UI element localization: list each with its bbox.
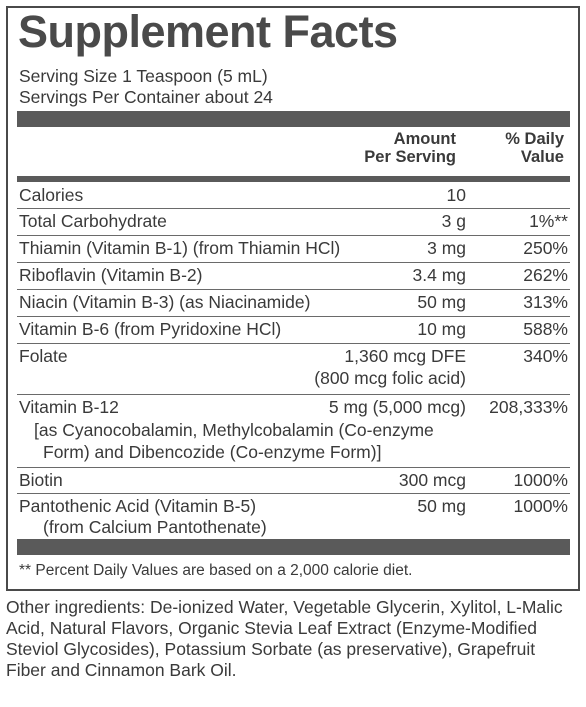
medium-divider [17, 176, 570, 182]
nutrient-name: Riboflavin (Vitamin B-2) [19, 265, 203, 285]
nutrient-amount: 5 mg (5,000 mcg) [328, 397, 466, 417]
table-row: Vitamin B-12 5 mg (5,000 mcg) 208,333% [… [17, 394, 570, 467]
nutrient-name: Thiamin (Vitamin B-1) (from Thiamin HCl) [19, 238, 341, 258]
table-row: Calories 10 [17, 182, 570, 208]
daily-value-footnote: ** Percent Daily Values are based on a 2… [19, 562, 413, 579]
nutrient-name-detail: (from Calcium Pantothenate) [43, 517, 267, 537]
nutrient-name: Pantothenic Acid (Vitamin B-5) [19, 496, 257, 516]
nutrient-amount: 50 mg [417, 496, 466, 516]
table-row: Folate 1,360 mcg DFE (800 mcg folic acid… [17, 343, 570, 394]
nutrient-source-line1: [as Cyanocobalamin, Methylcobalamin (Co-… [34, 420, 434, 440]
nutrient-dv: 262% [523, 265, 568, 285]
table-row: Riboflavin (Vitamin B-2) 3.4 mg 262% [17, 262, 570, 289]
panel-title: Supplement Facts [18, 6, 398, 57]
nutrient-dv: 1000% [513, 470, 569, 490]
nutrient-dv: 588% [523, 319, 568, 339]
thick-divider-top [17, 111, 570, 127]
nutrient-amount: 3.4 mg [412, 265, 467, 285]
thick-divider-bottom [17, 539, 570, 555]
nutrient-dv: 340% [523, 346, 568, 366]
nutrient-amount: 3 mg [427, 238, 466, 258]
nutrient-name: Total Carbohydrate [19, 211, 167, 231]
servings-per-container: Servings Per Container about 24 [19, 87, 273, 107]
amount-per-serving-header: Amount Per Serving [364, 130, 456, 166]
nutrient-amount: 300 mcg [398, 470, 466, 490]
table-row: Biotin 300 mcg 1000% [17, 467, 570, 493]
amount-header-line2: Per Serving [364, 148, 456, 166]
other-ingredients: Other ingredients: De-ionized Water, Veg… [6, 597, 563, 680]
nutrient-name: Folate [19, 346, 68, 366]
serving-size: Serving Size 1 Teaspoon (5 mL) [19, 66, 268, 86]
table-row: Niacin (Vitamin B-3) (as Niacinamide) 50… [17, 289, 570, 316]
dv-header-line1: % Daily [505, 130, 564, 148]
nutrient-dv: 250% [523, 238, 568, 258]
nutrient-name: Vitamin B-6 (from Pyridoxine HCl) [19, 319, 282, 339]
nutrient-dv: 1000% [513, 496, 569, 516]
dv-header-line2: Value [520, 148, 564, 166]
nutrient-amount-detail: (800 mcg folic acid) [314, 368, 466, 388]
table-row: Thiamin (Vitamin B-1) (from Thiamin HCl)… [17, 235, 570, 262]
nutrient-dv: 313% [523, 292, 568, 312]
supplement-facts-panel: Supplement Facts Serving Size 1 Teaspoon… [6, 6, 580, 591]
nutrient-amount: 1,360 mcg DFE [344, 346, 466, 366]
nutrient-amount: 50 mg [417, 292, 466, 312]
nutrient-amount: 10 mg [417, 319, 466, 339]
daily-value-header: % Daily Value [505, 130, 564, 166]
nutrient-name: Calories [19, 185, 84, 205]
nutrient-source-line2: Form) and Dibencozide (Co-enzyme Form)] [43, 442, 382, 462]
nutrient-dv: 1%** [529, 211, 568, 231]
table-row: Pantothenic Acid (Vitamin B-5) (from Cal… [17, 493, 570, 539]
nutrient-dv: 208,333% [489, 397, 568, 417]
table-row: Vitamin B-6 (from Pyridoxine HCl) 10 mg … [17, 316, 570, 343]
amount-header-line1: Amount [393, 130, 456, 148]
nutrient-name: Niacin (Vitamin B-3) (as Niacinamide) [19, 292, 311, 312]
nutrient-amount: 10 [446, 185, 466, 205]
table-row: Total Carbohydrate 3 g 1%** [17, 208, 570, 235]
nutrient-name: Biotin [19, 470, 63, 490]
nutrient-name: Vitamin B-12 [19, 397, 119, 417]
nutrient-amount: 3 g [441, 211, 466, 231]
